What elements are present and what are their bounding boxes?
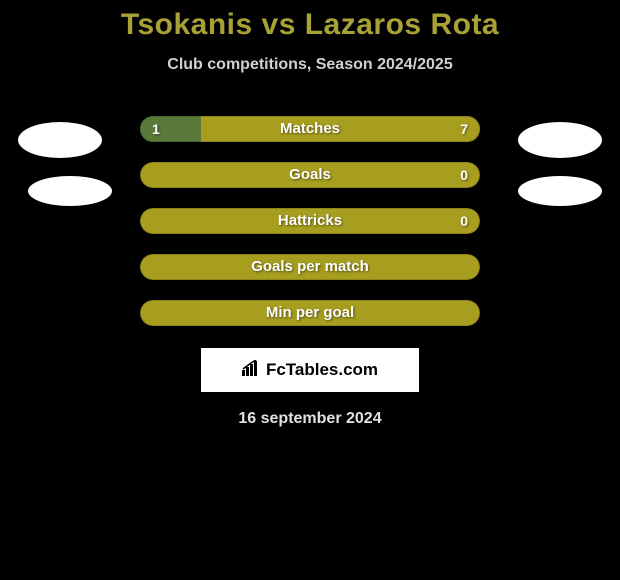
stat-value-left: 1 — [152, 116, 160, 142]
logo-text: FcTables.com — [242, 360, 378, 381]
avatar-right-secondary — [518, 176, 602, 206]
stat-value-right: 0 — [460, 162, 468, 188]
avatar-left-primary — [18, 122, 102, 158]
stat-value-right: 7 — [460, 116, 468, 142]
avatar-left-secondary — [28, 176, 112, 206]
stat-label: Hattricks — [140, 208, 480, 234]
page-title: Tsokanis vs Lazaros Rota — [0, 0, 620, 42]
stat-label: Min per goal — [140, 300, 480, 326]
date-text: 16 september 2024 — [0, 410, 620, 428]
stat-bar: Matches1 7 — [140, 116, 480, 142]
stat-bar: Goals per match — [140, 254, 480, 280]
stat-value-right: 0 — [460, 208, 468, 234]
main-container: Tsokanis vs Lazaros Rota Club competitio… — [0, 0, 620, 428]
logo-label: FcTables.com — [266, 360, 378, 380]
logo-box: FcTables.com — [201, 348, 419, 392]
stat-label: Matches — [140, 116, 480, 142]
avatar-right-primary — [518, 122, 602, 158]
subtitle: Club competitions, Season 2024/2025 — [0, 56, 620, 74]
stat-bar: Min per goal — [140, 300, 480, 326]
stat-bar: Goals0 — [140, 162, 480, 188]
comparison-area: Matches17Goals0Hattricks0Goals per match… — [0, 116, 620, 326]
stat-bar: Hattricks0 — [140, 208, 480, 234]
chart-icon — [242, 360, 262, 381]
stat-label: Goals — [140, 162, 480, 188]
stat-label: Goals per match — [140, 254, 480, 280]
